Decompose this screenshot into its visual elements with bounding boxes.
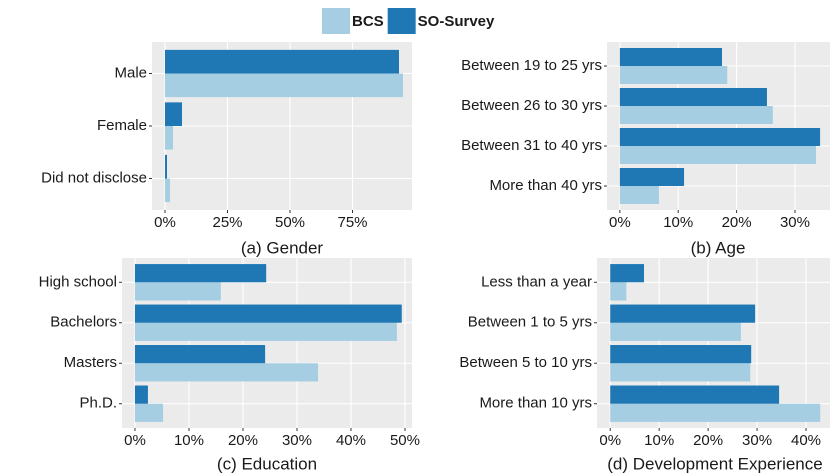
x-tick-label: 0% [609, 214, 631, 231]
caption: (a) Gender [241, 238, 324, 257]
bar [165, 178, 170, 203]
bar [610, 363, 751, 382]
x-tick-label: 10% [663, 214, 693, 231]
legend-swatch [387, 8, 416, 34]
bar [134, 322, 397, 341]
bar [165, 102, 182, 126]
bar [165, 154, 167, 179]
bar [619, 128, 821, 146]
x-tick-label: 10% [644, 432, 674, 449]
x-tick-label: 0% [599, 432, 621, 449]
y-tick-label: Between 5 to 10 yrs [459, 354, 592, 371]
y-tick-label: Bachelors [50, 314, 117, 331]
y-tick-label: Male [114, 64, 147, 81]
bar [619, 186, 659, 204]
bar [134, 304, 402, 323]
x-tick-label: 30% [742, 432, 772, 449]
caption: (c) Education [217, 454, 317, 473]
y-tick-label: Between 1 to 5 yrs [468, 314, 592, 331]
bar [610, 403, 821, 422]
x-tick-label: 75% [337, 214, 367, 231]
x-tick-label: 10% [174, 432, 204, 449]
bar [619, 88, 767, 106]
y-tick-label: Less than a year [481, 273, 592, 290]
bar [610, 264, 644, 283]
bar [619, 106, 773, 124]
legend-label: SO-Survey [418, 13, 495, 30]
x-tick-label: 0% [124, 432, 146, 449]
x-tick-label: 25% [212, 214, 242, 231]
bar [619, 168, 685, 186]
caption: (b) Age [691, 238, 746, 257]
y-tick-label: Between 19 to 25 yrs [461, 57, 602, 74]
y-tick-label: Female [97, 117, 147, 134]
y-tick-label: More than 40 yrs [489, 177, 602, 194]
legend-label: BCS [352, 13, 384, 30]
y-tick-label: More than 10 yrs [479, 395, 592, 412]
bar [134, 345, 266, 364]
bar [165, 73, 403, 98]
x-tick-label: 50% [390, 432, 420, 449]
bar [610, 322, 741, 341]
y-tick-label: Ph.D. [79, 395, 117, 412]
x-tick-label: 20% [722, 214, 752, 231]
x-tick-label: 30% [780, 214, 810, 231]
y-tick-label: High school [39, 273, 117, 290]
y-tick-label: Did not disclose [41, 169, 147, 186]
bar [134, 282, 221, 301]
bar [134, 264, 267, 283]
bar [134, 403, 164, 422]
y-tick-label: Between 31 to 40 yrs [461, 137, 602, 154]
x-tick-label: 40% [336, 432, 366, 449]
bar [165, 126, 173, 150]
bar [610, 345, 752, 364]
bar [619, 146, 816, 164]
legend-swatch [322, 8, 350, 34]
x-tick-label: 30% [282, 432, 312, 449]
bar [610, 304, 756, 323]
x-tick-label: 20% [228, 432, 258, 449]
bar [165, 49, 399, 74]
bar [619, 66, 728, 84]
x-tick-label: 20% [693, 432, 723, 449]
y-tick-label: Between 26 to 30 yrs [461, 97, 602, 114]
bar [134, 363, 319, 382]
x-tick-label: 50% [275, 214, 305, 231]
bar [610, 282, 627, 301]
caption: (d) Development Experience [607, 454, 822, 473]
x-tick-label: 0% [154, 214, 176, 231]
x-tick-label: 40% [791, 432, 821, 449]
bar [134, 385, 148, 404]
bar [619, 48, 723, 66]
y-tick-label: Masters [64, 354, 117, 371]
bar [610, 385, 780, 404]
